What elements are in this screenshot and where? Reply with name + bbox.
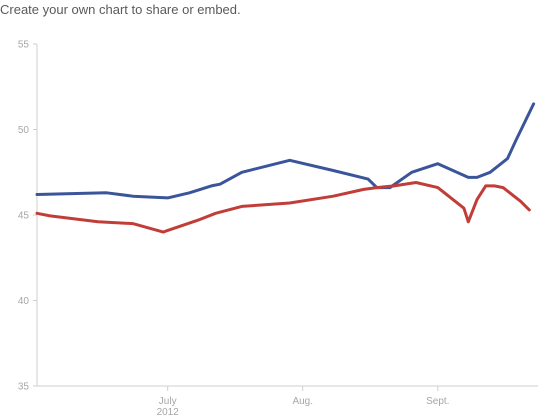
embed-chart-link[interactable]: Create your own chart to share or embed. [0, 2, 241, 17]
y-tick-label: 55 [18, 40, 30, 51]
y-tick-label: 35 [18, 382, 30, 393]
series-line-1 [35, 102, 536, 200]
y-axis: 35 40 45 50 55 [18, 40, 38, 393]
x-tick-label: July [159, 396, 177, 407]
x-tick-label: Aug. [292, 396, 313, 407]
x-tick-label: Sept. [426, 396, 449, 407]
y-tick-label: 50 [18, 125, 30, 136]
chart-series [35, 102, 536, 234]
x-tick-sublabel: 2012 [157, 407, 180, 418]
y-tick-label: 45 [18, 211, 30, 222]
y-tick-label: 40 [18, 296, 30, 307]
series-line-2 [35, 181, 531, 234]
